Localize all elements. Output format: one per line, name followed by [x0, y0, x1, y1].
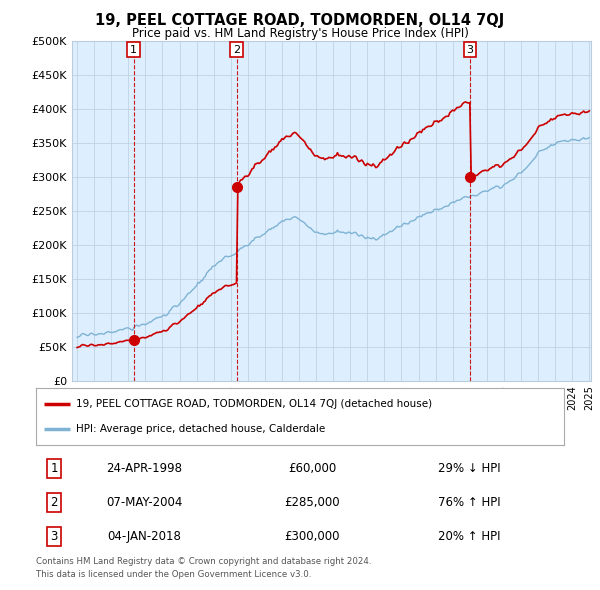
Text: 19, PEEL COTTAGE ROAD, TODMORDEN, OL14 7QJ: 19, PEEL COTTAGE ROAD, TODMORDEN, OL14 7…: [95, 13, 505, 28]
Text: Price paid vs. HM Land Registry's House Price Index (HPI): Price paid vs. HM Land Registry's House …: [131, 27, 469, 40]
Text: 04-JAN-2018: 04-JAN-2018: [107, 530, 181, 543]
Text: 1: 1: [130, 45, 137, 55]
Text: 07-MAY-2004: 07-MAY-2004: [106, 496, 182, 509]
Text: 29% ↓ HPI: 29% ↓ HPI: [438, 462, 500, 475]
Text: 2: 2: [233, 45, 241, 55]
Text: Contains HM Land Registry data © Crown copyright and database right 2024.: Contains HM Land Registry data © Crown c…: [36, 557, 371, 566]
Text: 24-APR-1998: 24-APR-1998: [106, 462, 182, 475]
Text: 3: 3: [466, 45, 473, 55]
Text: 76% ↑ HPI: 76% ↑ HPI: [438, 496, 500, 509]
Text: 1: 1: [50, 462, 58, 475]
Text: HPI: Average price, detached house, Calderdale: HPI: Average price, detached house, Cald…: [76, 424, 325, 434]
Text: £285,000: £285,000: [284, 496, 340, 509]
Text: 20% ↑ HPI: 20% ↑ HPI: [438, 530, 500, 543]
Text: 3: 3: [50, 530, 58, 543]
Text: £300,000: £300,000: [284, 530, 340, 543]
Text: 2: 2: [50, 496, 58, 509]
Text: 19, PEEL COTTAGE ROAD, TODMORDEN, OL14 7QJ (detached house): 19, PEEL COTTAGE ROAD, TODMORDEN, OL14 7…: [76, 399, 432, 409]
Text: £60,000: £60,000: [288, 462, 336, 475]
Text: This data is licensed under the Open Government Licence v3.0.: This data is licensed under the Open Gov…: [36, 570, 311, 579]
